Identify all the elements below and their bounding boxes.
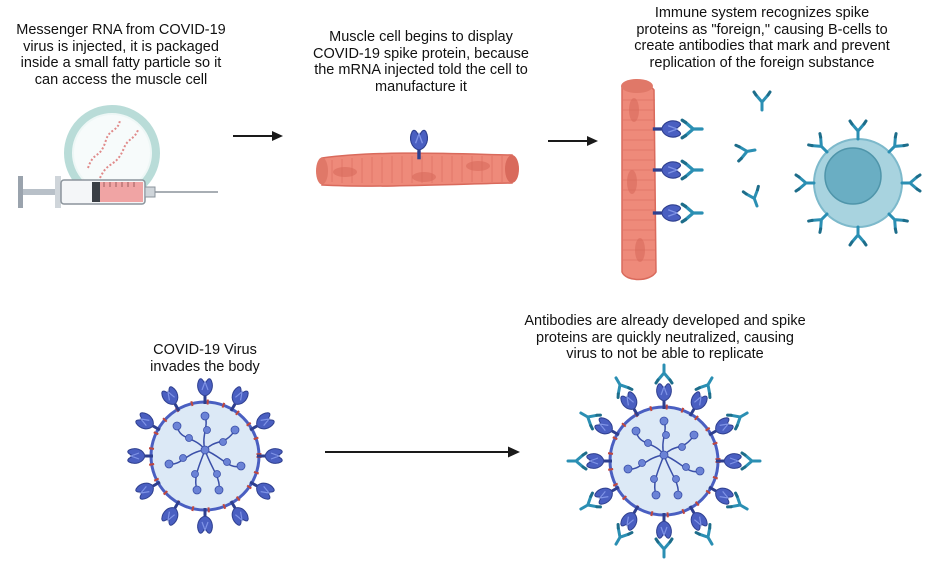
caption-mrna-injection: Messenger RNA from COVID-19 virus is inj… <box>16 22 226 88</box>
antibody-icon <box>680 159 704 181</box>
syringe-icon <box>18 176 218 208</box>
lipid-nanoparticle-icon <box>64 105 160 201</box>
caption-immune-response: Immune system recognizes spike proteins … <box>634 5 890 71</box>
muscle-cell-icon <box>621 79 657 281</box>
spike-protein-icon <box>652 120 682 138</box>
antibody-icon <box>680 118 704 140</box>
caption-neutralized: Antibodies are already developed and spi… <box>524 313 806 362</box>
antibody-icon <box>752 90 772 112</box>
virus-icon <box>566 363 762 559</box>
virus-icon <box>127 378 283 534</box>
spike-protein-icon <box>652 161 682 179</box>
spike-protein-icon <box>652 204 682 222</box>
muscle-cell-icon <box>316 152 519 187</box>
arrow-icon <box>325 446 520 458</box>
b-cell-icon <box>794 119 922 247</box>
arrow-icon <box>233 131 283 141</box>
antibody-icon <box>741 184 767 211</box>
antibody-icon <box>734 140 758 163</box>
caption-muscle-display: Muscle cell begins to display COVID-19 s… <box>313 29 529 95</box>
antibody-icon <box>680 202 704 224</box>
arrow-icon <box>548 136 598 146</box>
caption-virus-invades: COVID-19 Virus invades the body <box>150 342 260 375</box>
